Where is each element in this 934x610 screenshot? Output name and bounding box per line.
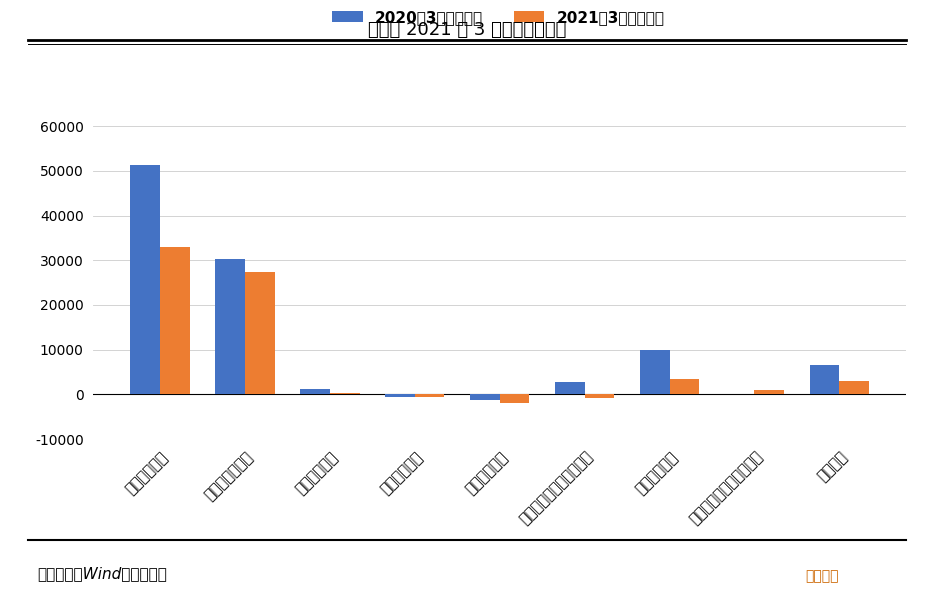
Bar	[385, 395, 415, 396]
Bar	[415, 395, 445, 396]
Bar	[555, 382, 585, 395]
Bar	[585, 395, 615, 398]
Bar	[470, 395, 500, 400]
Legend: 2020年3月（亿元）, 2021年3月（亿元）: 2020年3月（亿元）, 2021年3月（亿元）	[326, 4, 671, 31]
Bar	[215, 259, 245, 395]
Text: 河南龙网: 河南龙网	[805, 570, 839, 583]
Bar	[810, 365, 840, 395]
Bar	[330, 393, 360, 395]
Bar	[500, 395, 530, 403]
Text: 图表： 2021 年 3 月新增社融结构: 图表： 2021 年 3 月新增社融结构	[368, 21, 566, 40]
Bar	[840, 381, 869, 395]
Bar	[131, 165, 160, 395]
Bar	[300, 389, 330, 395]
Text: 资料来源：Wind，泽平宏观: 资料来源：Wind，泽平宏观	[37, 566, 167, 581]
Bar	[160, 247, 190, 395]
Bar	[755, 390, 785, 395]
Bar	[245, 272, 275, 395]
Bar	[640, 350, 670, 395]
Bar	[670, 379, 700, 395]
